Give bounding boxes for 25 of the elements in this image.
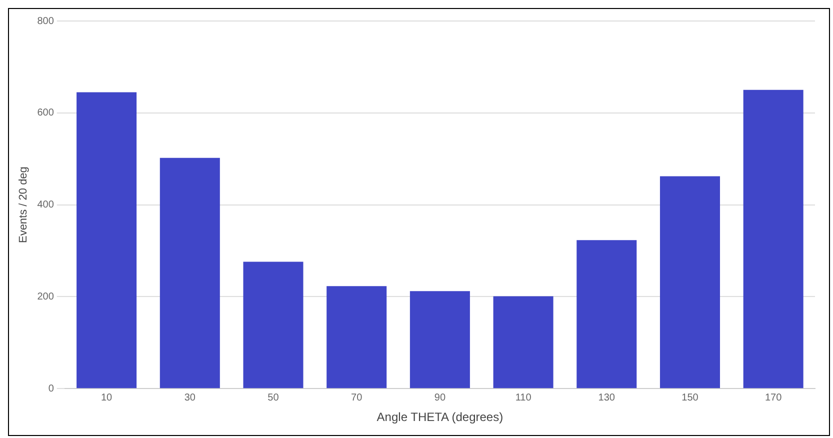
- y-axis-title: Events / 20 deg: [18, 166, 30, 244]
- bar: [76, 92, 137, 388]
- bar: [493, 296, 554, 388]
- x-tick-label: 170: [764, 392, 782, 404]
- bar: [660, 176, 720, 388]
- x-tick-label: 150: [682, 392, 699, 404]
- bar: [743, 90, 804, 388]
- bar: [576, 240, 637, 388]
- x-tick-label: 110: [515, 392, 532, 404]
- x-tick-label: 50: [268, 392, 280, 404]
- bar: [160, 158, 220, 388]
- x-tick-label: 10: [100, 392, 113, 404]
- x-axis-title: Angle THETA (degrees): [376, 410, 504, 424]
- y-tick-label: 200: [37, 291, 54, 302]
- x-tick-label: 70: [351, 392, 363, 404]
- x-tick-label: 90: [434, 392, 446, 404]
- y-tick-label: 600: [37, 108, 54, 119]
- bar: [326, 286, 387, 388]
- y-tick-label: 800: [37, 16, 54, 27]
- bar: [243, 262, 304, 388]
- x-tick-label: 30: [184, 392, 196, 404]
- y-tick-label: 0: [48, 383, 54, 394]
- bar: [410, 291, 470, 388]
- y-tick-label: 400: [37, 200, 54, 211]
- x-tick-label: 130: [598, 392, 616, 404]
